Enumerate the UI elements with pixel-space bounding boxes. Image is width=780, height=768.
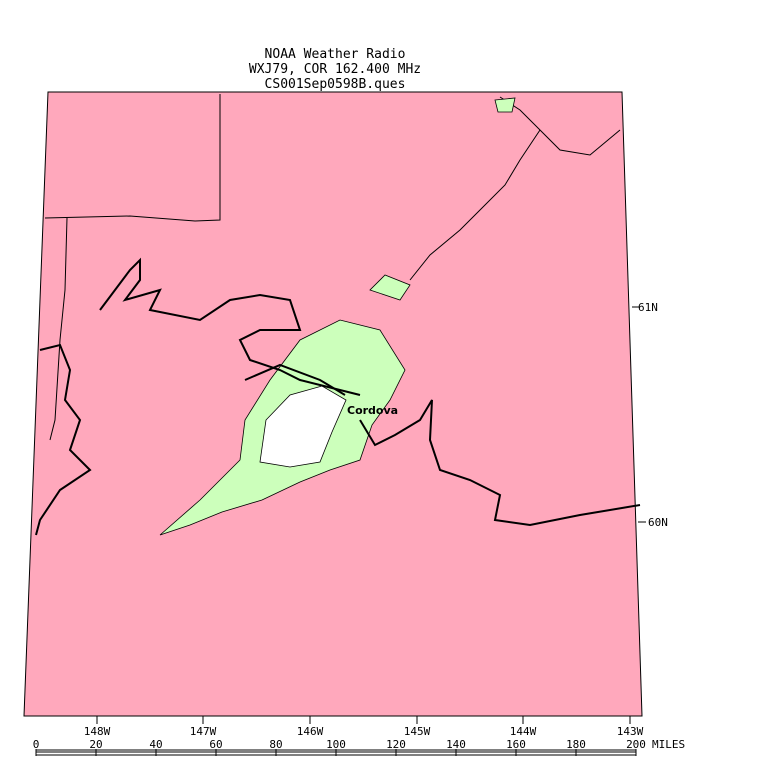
scale-label: 200 [626, 738, 646, 751]
scale-unit: MILES [652, 738, 685, 751]
scale-label: 40 [149, 738, 162, 751]
scale-label: 160 [506, 738, 526, 751]
title: NOAA Weather Radio [265, 47, 406, 62]
scale-label: 60 [209, 738, 222, 751]
coastline [35, 257, 641, 536]
longitude-label: 144W [510, 725, 537, 738]
latitude-label: 60N [648, 516, 668, 529]
file-name: CS001Sep0598B.ques [265, 77, 406, 92]
longitude-label: 148W [84, 725, 111, 738]
longitude-label: 143W [617, 725, 644, 738]
scale-label: 180 [566, 738, 586, 751]
scale-label: 120 [386, 738, 406, 751]
boundaries [44, 94, 621, 441]
frame-ticks [96, 306, 646, 724]
scale-label: 0 [33, 738, 40, 751]
scale-label: 20 [89, 738, 102, 751]
latitude-label: 61N [638, 301, 658, 314]
longitude-label: 147W [190, 725, 217, 738]
scale-label: 100 [326, 738, 346, 751]
place-label: Cordova [347, 404, 398, 417]
coverage [159, 97, 516, 536]
subtitle: WXJ79, COR 162.400 MHz [249, 62, 421, 77]
longitude-label: 145W [404, 725, 431, 738]
scale-label: 80 [269, 738, 282, 751]
scale-label: 140 [446, 738, 466, 751]
longitude-label: 146W [297, 725, 324, 738]
